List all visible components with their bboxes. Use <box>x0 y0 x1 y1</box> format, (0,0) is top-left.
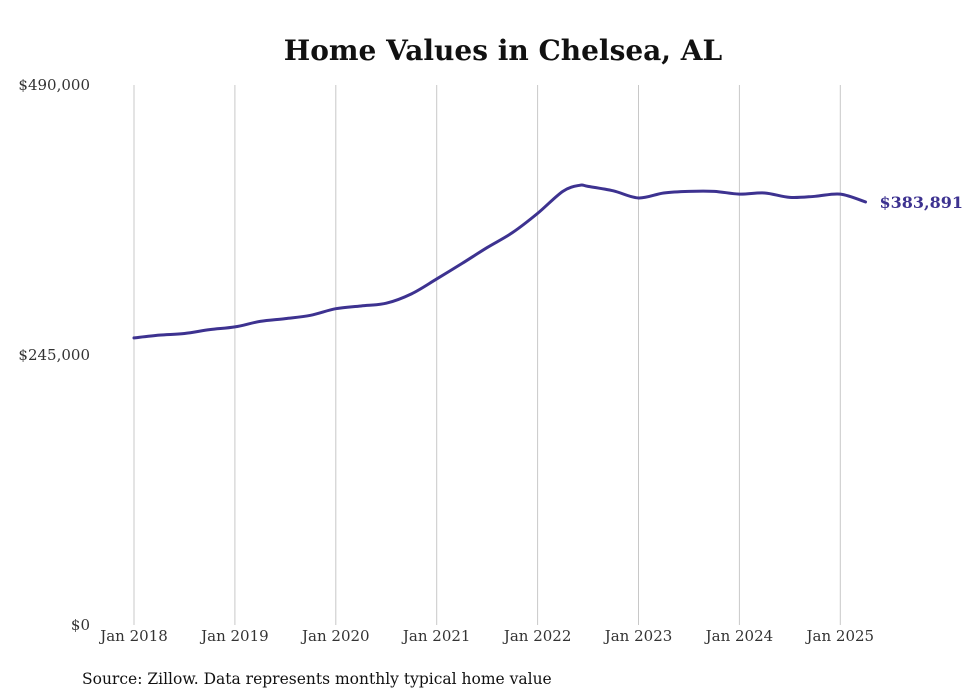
x-tick-label: Jan 2020 <box>300 627 370 645</box>
chart-title: Home Values in Chelsea, AL <box>284 34 723 67</box>
y-tick-label: $490,000 <box>18 76 90 94</box>
y-tick-label: $245,000 <box>18 346 90 364</box>
x-axis-ticks: Jan 2018 Jan 2019 Jan 2020 Jan 2021 Jan 2022… <box>98 627 874 645</box>
gridlines <box>133 85 841 625</box>
x-tick-label: Jan 2024 <box>704 627 774 645</box>
y-tick-label: $0 <box>71 616 90 634</box>
y-axis-ticks: $0 $245,000 $490,000 <box>18 76 90 634</box>
x-tick-label: Jan 2023 <box>603 627 673 645</box>
series-line <box>132 183 868 340</box>
x-tick-label: Jan 2021 <box>401 627 471 645</box>
source-note: Source: Zillow. Data represents monthly … <box>82 670 552 688</box>
x-tick-label: Jan 2018 <box>98 627 168 645</box>
series-end-label: $383,891 <box>880 193 964 212</box>
x-tick-label: Jan 2019 <box>199 627 269 645</box>
series-layer: $383,891 <box>132 183 964 340</box>
x-tick-label: Jan 2025 <box>805 627 875 645</box>
x-tick-label: Jan 2022 <box>502 627 572 645</box>
